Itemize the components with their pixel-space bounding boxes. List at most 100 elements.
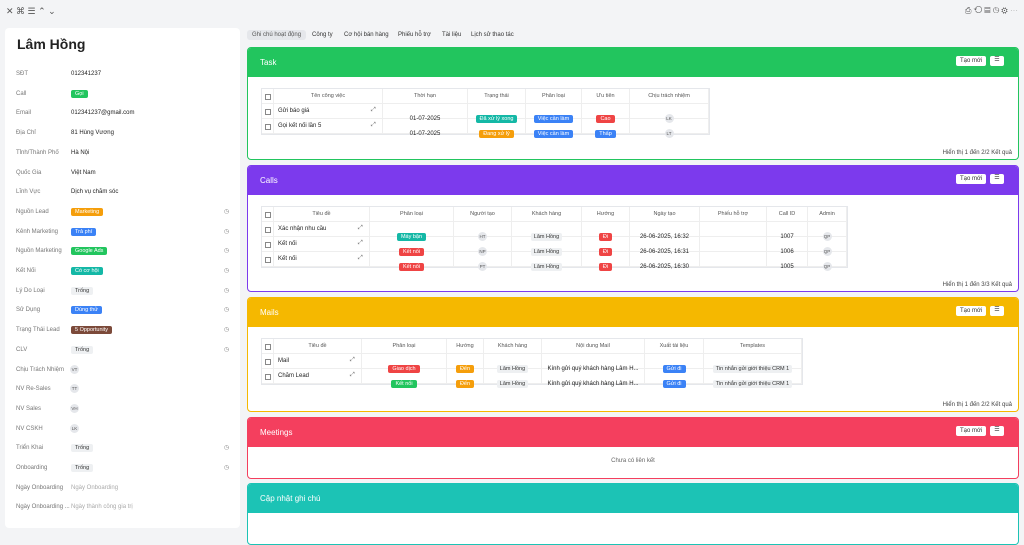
column-header: Người tạo: [470, 211, 495, 217]
page: ✕ ⌘ ☰ ⌃ ⌄ ⎙ ⟲ ▤ ◷ ⚙ ⋯ Lâm Hồng SĐT 012341…: [5, 6, 1019, 545]
row-title[interactable]: Gọi kết nối lần 5: [278, 123, 322, 129]
checkbox[interactable]: [265, 212, 271, 218]
checkbox[interactable]: [265, 109, 271, 115]
history-icon[interactable]: ◷: [224, 307, 230, 314]
create-button[interactable]: Tạo mới: [956, 174, 987, 184]
cell: Lâm Hồng: [512, 222, 582, 241]
checkbox[interactable]: [265, 359, 271, 365]
tag: Trống: [71, 444, 94, 453]
row-title[interactable]: Mail: [278, 358, 290, 364]
avatar: PT: [478, 262, 487, 271]
cell-wrap: Cao: [582, 107, 629, 125]
history-icon[interactable]: ◷: [224, 268, 230, 274]
cell: 26-06-2025, 16:31: [630, 237, 700, 255]
field-label: Kết Nối: [16, 268, 36, 274]
checkbox[interactable]: [265, 257, 271, 263]
avatar: QP: [822, 232, 832, 241]
tag: Marketing: [71, 207, 104, 216]
view-button[interactable]: ☰: [990, 426, 1004, 436]
cell: [262, 104, 274, 119]
column-header: Ưu tiên: [596, 93, 615, 99]
section-title: Meetings: [260, 428, 293, 437]
checkbox[interactable]: [265, 374, 271, 380]
checkbox[interactable]: [265, 124, 271, 130]
cell-wrap: Việc cần làm: [526, 122, 581, 140]
cell: Khách hàng: [484, 339, 542, 354]
expand-icon[interactable]: ⤢: [371, 107, 376, 113]
row-title[interactable]: Chăm Lead: [278, 373, 310, 379]
history-icon[interactable]: ◷: [224, 327, 230, 334]
cell: Tiêu đề: [274, 207, 370, 222]
create-button[interactable]: Tạo mới: [956, 306, 987, 316]
cell: Đang xử lý: [468, 119, 526, 138]
create-button[interactable]: Tạo mới: [956, 56, 987, 66]
create-button[interactable]: Tạo mới: [956, 426, 987, 436]
cell: Nội dung Mail: [542, 339, 645, 354]
section-header: [248, 298, 1018, 327]
history-icon[interactable]: ◷: [224, 287, 230, 294]
expand-icon[interactable]: ⤢: [350, 372, 355, 378]
cell-wrap: Đã xử lý xong: [468, 107, 525, 125]
field-label: Lĩnh Vực: [16, 189, 41, 196]
section: Calls Tạo mới ☰ Hiển thị 1 đến 3/3 Kết quả T…: [247, 165, 1019, 292]
cell-wrap: Đi: [582, 225, 629, 243]
history-icon[interactable]: ◷: [224, 445, 230, 452]
field-label: NV Sales: [16, 405, 42, 412]
cell: Kính gửi quý khách hàng Lâm H...: [542, 369, 645, 387]
toolbar-right-icons[interactable]: ⎙ ⟲ ▤ ◷ ⚙ ⋯: [965, 6, 1018, 15]
row-title[interactable]: Xác nhận nhu cầu: [278, 226, 327, 232]
left-panel: Lâm Hồng SĐT 012341237 Call Gọi Email 0123412…: [5, 28, 240, 528]
history-icon[interactable]: ◷: [224, 208, 230, 215]
checkbox[interactable]: [265, 94, 271, 100]
tab[interactable]: Tài liệu: [442, 32, 462, 38]
column-header: Xuất tài liệu: [659, 343, 689, 349]
row-title[interactable]: Kết nối: [278, 256, 297, 262]
history-icon[interactable]: ◷: [224, 228, 230, 235]
row-title[interactable]: Kết nối: [278, 241, 297, 247]
cell-wrap: QP: [808, 255, 846, 273]
cell-wrap: 26-06-2025, 16:31: [630, 240, 699, 258]
cell-wrap: Kính gửi quý khách hàng Lâm H...: [542, 372, 644, 390]
view-button[interactable]: ☰: [990, 174, 1004, 184]
cell-wrap: Lâm Hồng: [484, 372, 541, 390]
history-icon[interactable]: ◷: [224, 346, 230, 353]
expand-icon[interactable]: ⤢: [358, 225, 363, 231]
column-header: Admin: [819, 211, 835, 217]
cell-wrap: Gửi đi: [645, 372, 703, 390]
tab[interactable]: Phiếu hỗ trợ: [398, 32, 431, 38]
expand-icon[interactable]: ⤢: [358, 255, 363, 261]
checkbox[interactable]: [265, 227, 271, 233]
expand-icon[interactable]: ⤢: [350, 357, 355, 363]
field-label: Trạng Thái Lead: [16, 327, 60, 334]
cell-text: 26-06-2025, 16:31: [639, 249, 690, 255]
tag[interactable]: Gọi: [71, 89, 88, 98]
expand-icon[interactable]: ⤢: [371, 122, 376, 128]
tag: Gửi đi: [662, 380, 686, 388]
cell-wrap: Lâm Hồng: [512, 255, 581, 273]
field-label: Ngày Onboarding ...: [16, 504, 70, 511]
field-label: Ngày Onboarding: [16, 484, 64, 491]
checkbox[interactable]: [265, 344, 271, 350]
tab[interactable]: Ghi chú hoạt động: [247, 30, 307, 40]
tab[interactable]: Cơ hội bán hàng: [344, 32, 389, 38]
history-icon[interactable]: ◷: [224, 248, 230, 255]
tab[interactable]: Lịch sử thao tác: [471, 32, 514, 38]
row-title[interactable]: Gửi báo giá: [278, 108, 310, 114]
cell-wrap: 1005: [767, 255, 807, 273]
column-header: Phiếu hỗ trợ: [717, 211, 749, 217]
cell: QP: [808, 252, 847, 271]
view-button[interactable]: ☰: [990, 306, 1004, 316]
cell: [262, 207, 274, 222]
tab[interactable]: Công ty: [312, 32, 333, 38]
expand-icon[interactable]: ⤢: [358, 240, 363, 246]
cell: PT: [454, 252, 512, 271]
avatar: NP: [478, 247, 487, 256]
checkbox[interactable]: [265, 242, 271, 248]
cell: Thời hạn: [383, 89, 468, 104]
section: Mails Tạo mới ☰ Hiển thị 1 đến 2/2 Kết quả T…: [247, 297, 1019, 412]
toolbar-icons[interactable]: ✕ ⌘ ☰ ⌃ ⌄: [6, 6, 56, 16]
cell-wrap: Thấp: [582, 122, 629, 140]
view-button[interactable]: ☰: [990, 56, 1004, 66]
avatar: VT: [70, 364, 79, 374]
history-icon[interactable]: ◷: [224, 465, 230, 471]
